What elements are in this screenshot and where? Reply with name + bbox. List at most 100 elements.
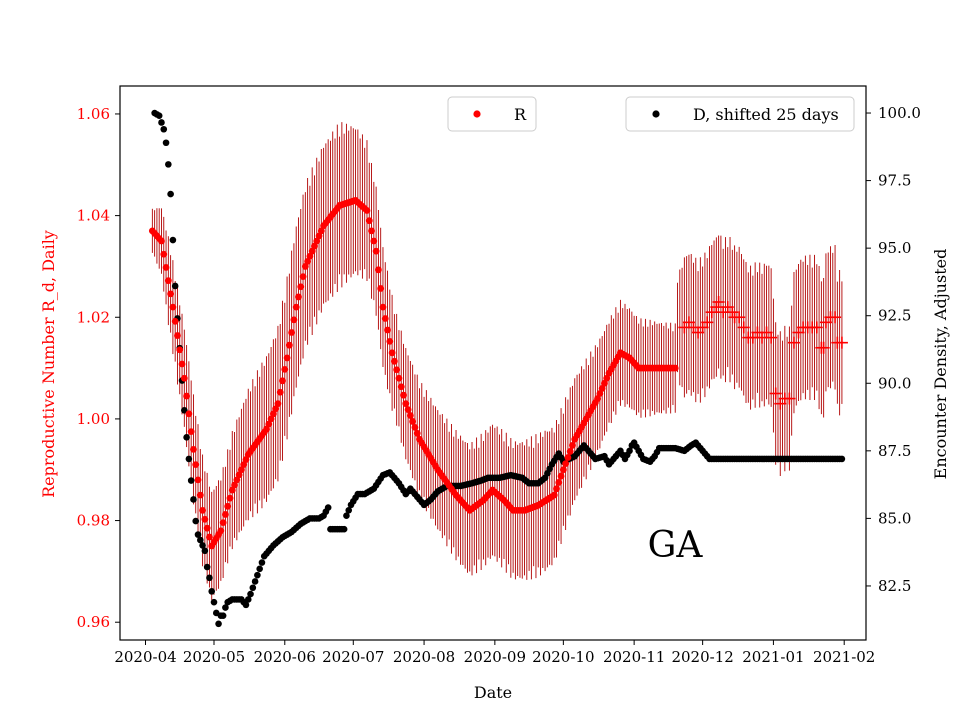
x-tick-label: 2020-05: [183, 648, 245, 666]
r-point: [306, 252, 314, 260]
d-point: [192, 517, 200, 525]
r-point: [295, 293, 302, 301]
r-point: [553, 485, 560, 493]
y-left-tick-label: 0.96: [77, 613, 110, 631]
d-point: [171, 282, 179, 290]
r-point: [375, 266, 382, 274]
r-point: [299, 273, 307, 280]
r-point: [304, 257, 312, 265]
r-point: [386, 337, 394, 345]
r-point: [381, 315, 389, 322]
legend-r-label: R: [514, 105, 527, 124]
legend-d: D, shifted 25 days: [625, 96, 855, 132]
r-error-bars: [151, 122, 843, 601]
y-right-tick-label: 90.0: [878, 374, 911, 392]
r-point: [164, 277, 172, 285]
d-point: [324, 504, 332, 511]
legend-d-marker: [652, 110, 660, 118]
r-point: [384, 326, 391, 334]
d-point: [190, 496, 197, 503]
r-point: [233, 476, 241, 484]
r-point: [569, 441, 576, 449]
y-right-tick-label: 87.5: [878, 442, 911, 460]
r-point: [406, 412, 414, 419]
y-left-tick-label: 1.06: [77, 105, 110, 123]
r-point: [158, 237, 165, 245]
r-point: [372, 247, 380, 255]
d-point: [167, 190, 174, 198]
r-point: [559, 466, 567, 474]
r-point: [596, 390, 604, 397]
r-point: [185, 410, 193, 418]
r-point: [201, 515, 209, 523]
r-point: [566, 448, 574, 455]
d-point: [251, 578, 259, 585]
r-point: [171, 317, 179, 325]
r-point: [190, 446, 197, 453]
y-right-tick-label: 100.0: [878, 104, 921, 122]
r-point: [242, 456, 250, 463]
r-point: [180, 374, 188, 382]
r-point: [395, 374, 403, 382]
r-point: [162, 264, 170, 271]
d-point: [160, 125, 168, 133]
legend-d-label: D, shifted 25 days: [693, 105, 839, 124]
y-axis-left-label: Reproductive Number R_d, Daily: [39, 230, 58, 498]
r-point: [317, 227, 325, 235]
r-point: [292, 303, 300, 311]
d-point: [165, 161, 172, 168]
d-point: [201, 547, 209, 555]
x-axis-label: Date: [474, 683, 512, 702]
r-point: [219, 519, 227, 526]
r-point: [564, 454, 572, 461]
d-point: [197, 536, 204, 544]
r-point: [217, 527, 225, 535]
y-axis-right-label: Encounter Density, Adjusted: [931, 249, 950, 480]
r-point: [297, 283, 305, 291]
d-point: [244, 596, 252, 603]
r-point: [206, 533, 213, 541]
r-point: [265, 420, 273, 428]
r-point: [402, 400, 410, 408]
r-point: [276, 388, 284, 396]
r-point: [224, 502, 232, 510]
r-point: [238, 466, 245, 474]
y-left-tick-label: 1.00: [77, 410, 110, 428]
r-point: [279, 377, 286, 385]
r-point: [267, 415, 275, 423]
r-point: [199, 506, 206, 514]
y-right-tick-label: 95.0: [878, 239, 911, 257]
r-point: [379, 303, 387, 311]
r-point: [313, 237, 321, 245]
d-point: [155, 112, 163, 120]
r-point: [272, 405, 280, 413]
r-point: [283, 354, 291, 362]
r-point: [228, 486, 236, 494]
r-point: [187, 428, 195, 436]
d-point: [219, 612, 227, 619]
r-point: [603, 374, 611, 382]
r-point: [174, 332, 181, 339]
legend-r-marker: [473, 110, 481, 118]
r-point: [601, 379, 608, 387]
r-point: [301, 263, 309, 270]
r-point: [203, 524, 211, 532]
d-point: [340, 525, 348, 533]
d-point: [626, 447, 633, 455]
d-point: [203, 563, 211, 571]
y-left-tick-label: 0.98: [77, 512, 110, 530]
r-point: [393, 366, 401, 374]
d-point: [158, 119, 165, 126]
y-right-tick-label: 85.0: [878, 509, 911, 527]
r-point: [231, 481, 238, 489]
r-point: [178, 360, 186, 368]
r-point: [285, 341, 293, 349]
axes: 2020-04 2020-05 2020-06 2020-07 2020-08 2020-…: [77, 104, 921, 666]
d-point: [258, 559, 266, 566]
r-point: [288, 329, 296, 336]
r-point: [365, 217, 373, 225]
x-tick-label: 2020-10: [532, 648, 594, 666]
x-tick-label: 2020-04: [114, 648, 176, 666]
y-left-tick-label: 1.02: [77, 308, 110, 326]
